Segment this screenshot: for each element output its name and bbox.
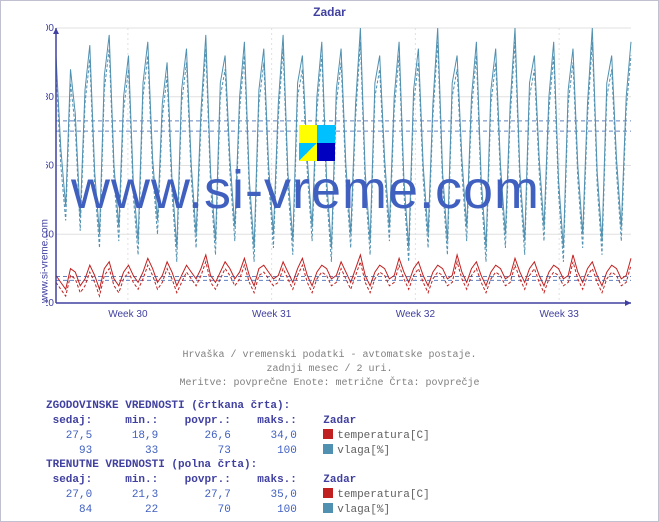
subtitle-line: Hrvaška / vremenski podatki - avtomatske… [1,349,658,363]
svg-text:Week 33: Week 33 [539,309,579,320]
data-block: ZGODOVINSKE VREDNOSTI (črtkana črta): se… [46,399,430,518]
chart: 20 40 60 80 100 Week 30 Week 31 Week 32 Week 33 [46,23,641,333]
section-header: ZGODOVINSKE VREDNOSTI (črtkana črta): [46,399,430,414]
svg-text:80: 80 [46,92,54,103]
table-row: 27,0 21,3 27,7 35,0 temperatura[C] [46,488,430,503]
site-logo-icon [299,125,335,161]
svg-text:Week 32: Week 32 [396,309,436,320]
svg-text:40: 40 [46,229,54,240]
table-header: sedaj: min.: povpr.: maks.: Zadar [46,414,430,429]
table-row: 27,5 18,9 26,6 34,0 temperatura[C] [46,429,430,444]
section-header: TRENUTNE VREDNOSTI (polna črta): [46,458,430,473]
table-row: 93 33 73 100 vlaga[%] [46,444,430,459]
svg-text:Week 30: Week 30 [108,309,148,320]
svg-text:Week 31: Week 31 [252,309,292,320]
legend-swatch [323,488,333,498]
table-row: 84 22 70 100 vlaga[%] [46,503,430,518]
svg-text:20: 20 [46,298,54,309]
legend-swatch [323,429,333,439]
subtitle-block: Hrvaška / vremenski podatki - avtomatske… [1,349,658,391]
subtitle-line: Meritve: povprečne Enote: metrične Črta:… [1,377,658,391]
chart-title: Zadar [1,1,658,19]
subtitle-line: zadnji mesec / 2 uri. [1,363,658,377]
table-header: sedaj: min.: povpr.: maks.: Zadar [46,473,430,488]
svg-text:100: 100 [46,23,54,34]
legend-swatch [323,444,333,454]
legend-swatch [323,503,333,513]
svg-text:60: 60 [46,161,54,172]
